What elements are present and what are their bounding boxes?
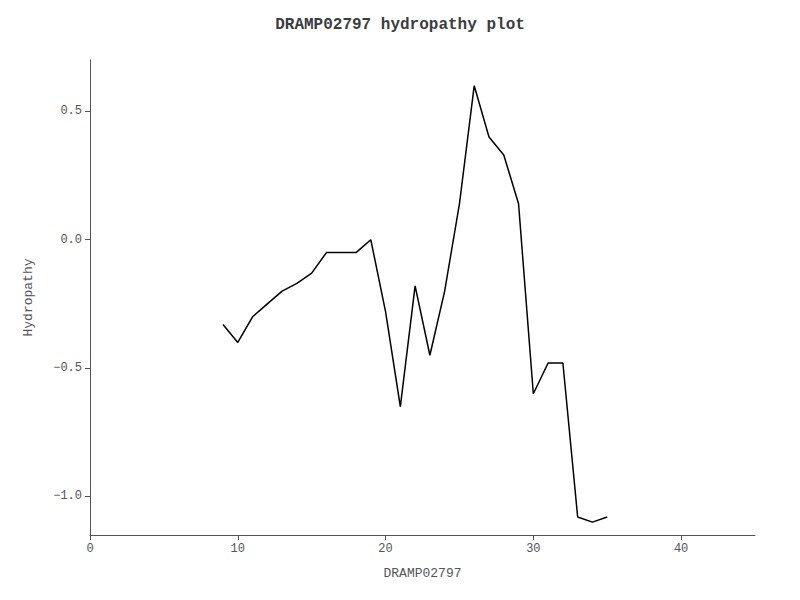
svg-text:0.5: 0.5 (60, 104, 82, 118)
svg-text:DRAMP02797 hydropathy plot: DRAMP02797 hydropathy plot (275, 16, 525, 34)
svg-text:30: 30 (526, 542, 540, 556)
svg-text:−0.5: −0.5 (53, 361, 82, 375)
svg-text:−1.0: −1.0 (53, 489, 82, 503)
svg-text:0.0: 0.0 (60, 233, 82, 247)
svg-text:0: 0 (86, 542, 93, 556)
svg-text:DRAMP02797: DRAMP02797 (383, 566, 461, 581)
svg-text:40: 40 (674, 542, 688, 556)
svg-text:20: 20 (378, 542, 392, 556)
svg-text:10: 10 (231, 542, 245, 556)
svg-text:Hydropathy: Hydropathy (21, 258, 36, 336)
